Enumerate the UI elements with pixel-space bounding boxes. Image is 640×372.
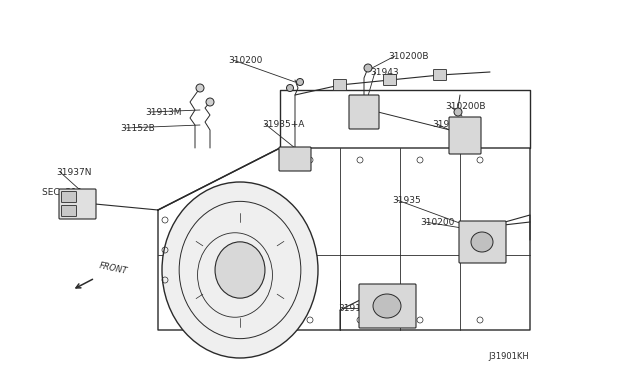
- FancyBboxPatch shape: [279, 147, 311, 171]
- Ellipse shape: [162, 182, 318, 358]
- FancyBboxPatch shape: [449, 117, 481, 154]
- FancyBboxPatch shape: [383, 74, 397, 86]
- Text: J31901KH: J31901KH: [488, 352, 529, 361]
- Text: FRONT: FRONT: [98, 261, 128, 276]
- Circle shape: [206, 98, 214, 106]
- Text: 31943: 31943: [370, 68, 399, 77]
- FancyBboxPatch shape: [433, 70, 447, 80]
- Circle shape: [287, 84, 294, 92]
- FancyBboxPatch shape: [349, 95, 379, 129]
- Text: 31913M: 31913M: [145, 108, 182, 117]
- FancyBboxPatch shape: [359, 284, 416, 328]
- Text: 31935+A: 31935+A: [262, 120, 305, 129]
- Text: 310200A: 310200A: [370, 286, 410, 295]
- FancyBboxPatch shape: [61, 205, 77, 217]
- Text: SEC. 311: SEC. 311: [42, 188, 83, 197]
- Circle shape: [196, 84, 204, 92]
- Text: 310200: 310200: [228, 56, 262, 65]
- Circle shape: [296, 78, 303, 86]
- Text: 31152B: 31152B: [120, 124, 155, 133]
- Text: 31935: 31935: [392, 196, 420, 205]
- Circle shape: [454, 108, 462, 116]
- FancyBboxPatch shape: [459, 221, 506, 263]
- Text: 31943+A: 31943+A: [432, 120, 474, 129]
- Text: 31937N: 31937N: [56, 168, 92, 177]
- Text: 310200B: 310200B: [445, 102, 486, 111]
- Circle shape: [364, 64, 372, 72]
- Ellipse shape: [215, 242, 265, 298]
- FancyBboxPatch shape: [61, 192, 77, 202]
- Ellipse shape: [373, 294, 401, 318]
- Ellipse shape: [471, 232, 493, 252]
- FancyBboxPatch shape: [59, 189, 96, 219]
- FancyBboxPatch shape: [333, 80, 346, 90]
- Text: 310200: 310200: [420, 218, 454, 227]
- Text: 31918: 31918: [338, 304, 367, 313]
- Text: 310200B: 310200B: [388, 52, 429, 61]
